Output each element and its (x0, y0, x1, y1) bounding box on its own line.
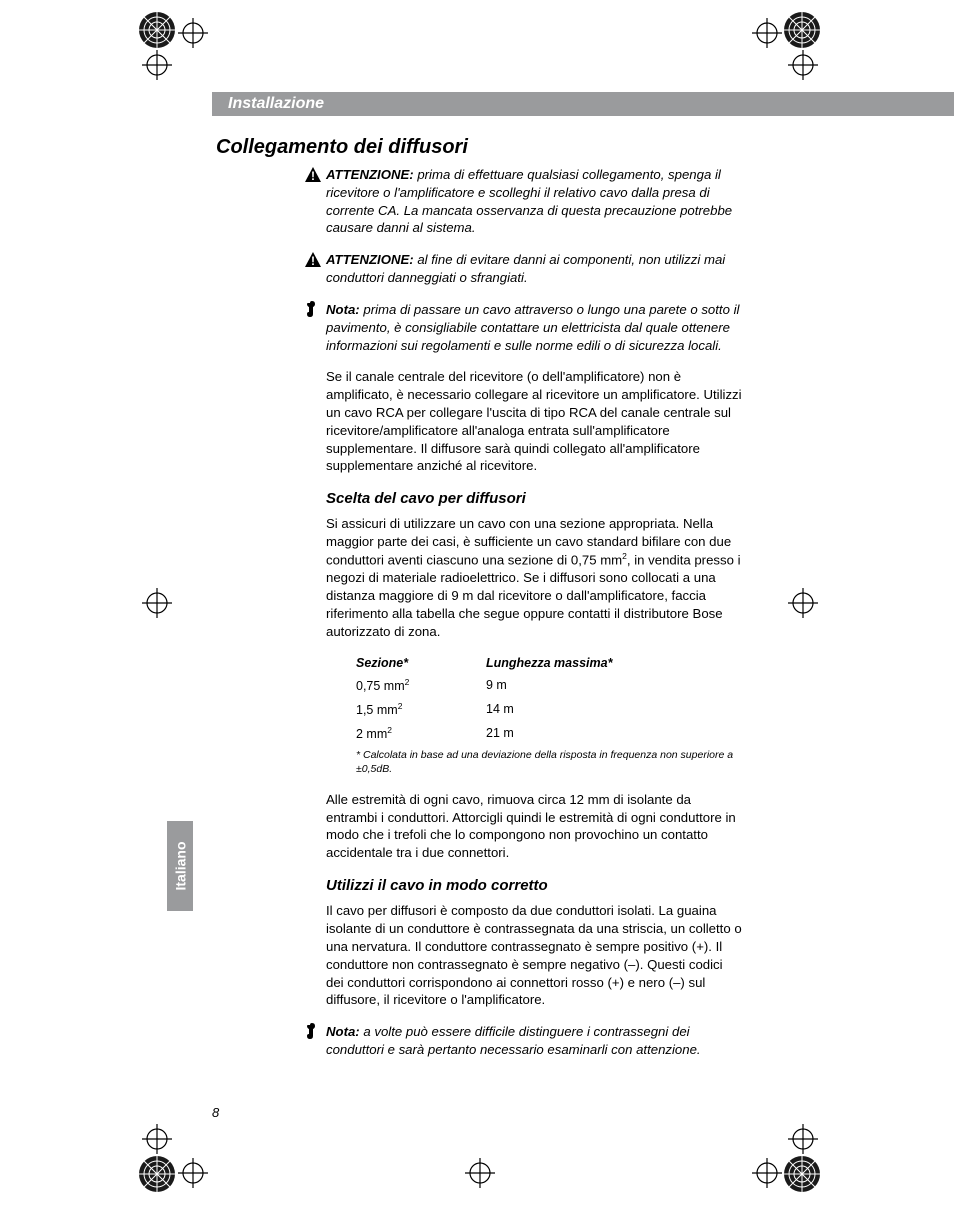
note-icon (304, 1023, 322, 1041)
content-column: ! ATTENZIONE: prima di effettuare qualsi… (326, 166, 743, 1073)
warning-icon: ! (304, 166, 322, 184)
registration-mark-icon (780, 8, 824, 52)
table-row: 1,5 mm2 14 m (356, 701, 743, 719)
language-label: Italiano (172, 841, 188, 890)
table-footnote: * Calcolata in base ad una deviazione de… (356, 749, 743, 776)
svg-text:!: ! (311, 254, 315, 268)
note-callout: Nota: prima di passare un cavo attravers… (326, 301, 743, 354)
body-paragraph: Alle estremità di ogni cavo, rimuova cir… (326, 791, 743, 862)
callout-text: a volte può essere difficile distinguere… (326, 1024, 701, 1057)
table-cell: 2 mm2 (356, 725, 486, 743)
crosshair-icon (752, 18, 782, 48)
crosshair-icon (178, 18, 208, 48)
table-row: 0,75 mm2 9 m (356, 677, 743, 695)
callout-label: Nota: (326, 1024, 360, 1039)
callout-label: Nota: (326, 302, 360, 317)
section-header-bar: Installazione (212, 92, 954, 116)
table-header: Sezione* (356, 655, 486, 672)
crosshair-icon (788, 1124, 818, 1154)
table-row: 2 mm2 21 m (356, 725, 743, 743)
table-cell: 1,5 mm2 (356, 701, 486, 719)
crosshair-icon (142, 1124, 172, 1154)
warning-icon: ! (304, 251, 322, 269)
note-callout: Nota: a volte può essere difficile disti… (326, 1023, 743, 1059)
crosshair-icon (465, 1158, 495, 1188)
crosshair-icon (142, 588, 172, 618)
callout-label: ATTENZIONE: (326, 167, 414, 182)
svg-text:!: ! (311, 169, 315, 183)
crosshair-icon (178, 1158, 208, 1188)
language-tab: Italiano (167, 821, 193, 911)
table-cell: 0,75 mm2 (356, 677, 486, 695)
note-icon (304, 301, 322, 319)
registration-mark-icon (780, 1152, 824, 1196)
crosshair-icon (788, 588, 818, 618)
page-title: Collegamento dei diffusori (216, 136, 468, 159)
crosshair-icon (142, 50, 172, 80)
body-paragraph: Se il canale centrale del ricevitore (o … (326, 368, 743, 475)
wire-gauge-table: Sezione* Lunghezza massima* 0,75 mm2 9 m… (356, 655, 743, 744)
subheading: Utilizzi il cavo in modo corretto (326, 876, 743, 896)
table-header-row: Sezione* Lunghezza massima* (356, 655, 743, 672)
crosshair-icon (752, 1158, 782, 1188)
table-cell: 21 m (486, 725, 666, 743)
warning-callout: ! ATTENZIONE: al fine di evitare danni a… (326, 251, 743, 287)
body-paragraph: Si assicuri di utilizzare un cavo con un… (326, 515, 743, 640)
section-header-title: Installazione (228, 95, 324, 113)
body-paragraph: Il cavo per diffusori è composto da due … (326, 902, 743, 1009)
callout-label: ATTENZIONE: (326, 252, 414, 267)
registration-mark-icon (135, 8, 179, 52)
callout-text: prima di passare un cavo attraverso o lu… (326, 302, 739, 353)
table-cell: 14 m (486, 701, 666, 719)
registration-mark-icon (135, 1152, 179, 1196)
crosshair-icon (788, 50, 818, 80)
table-cell: 9 m (486, 677, 666, 695)
page-number: 8 (212, 1105, 219, 1120)
subheading: Scelta del cavo per diffusori (326, 489, 743, 509)
table-header: Lunghezza massima* (486, 655, 666, 672)
warning-callout: ! ATTENZIONE: prima di effettuare qualsi… (326, 166, 743, 237)
